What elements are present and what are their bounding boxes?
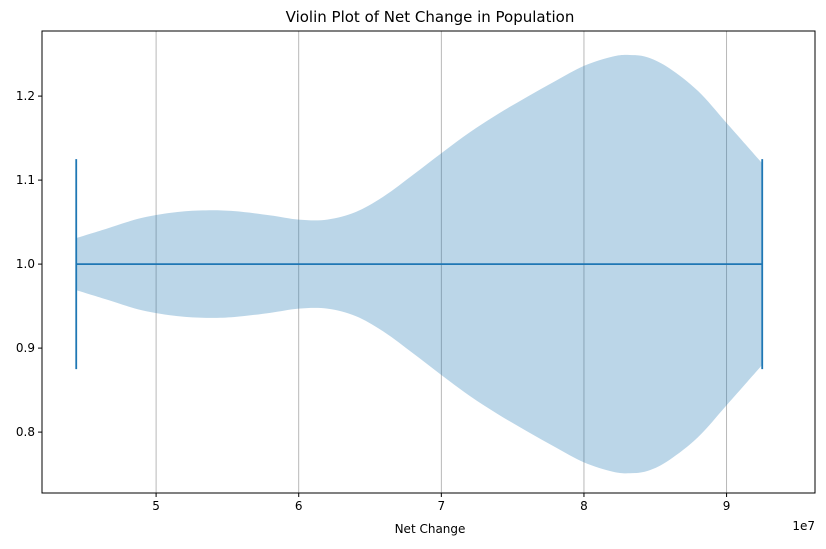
x-tick-label: 7 bbox=[438, 499, 446, 513]
grid-layer bbox=[155, 31, 728, 493]
chart-title: Violin Plot of Net Change in Population bbox=[286, 8, 575, 26]
axes-layer bbox=[41, 30, 816, 494]
x-tick-label: 9 bbox=[723, 499, 731, 513]
x-axis-offset-label: 1e7 bbox=[792, 519, 815, 533]
y-tick-label: 1.1 bbox=[16, 173, 35, 187]
violin-layer bbox=[75, 54, 764, 474]
x-tick-label: 8 bbox=[580, 499, 588, 513]
y-tick-label: 0.9 bbox=[16, 341, 35, 355]
y-tick-label: 1.0 bbox=[16, 257, 35, 271]
tick-layer: 5 6 7 8 9 0.8 0.9 1.0 1.1 1.2 bbox=[16, 89, 730, 513]
x-tick-label: 6 bbox=[295, 499, 303, 513]
x-axis-label: Net Change bbox=[395, 522, 466, 536]
y-tick-label: 0.8 bbox=[16, 425, 35, 439]
plot-frame bbox=[41, 30, 816, 494]
y-tick-label: 1.2 bbox=[16, 89, 35, 103]
x-tick-label: 5 bbox=[152, 499, 160, 513]
